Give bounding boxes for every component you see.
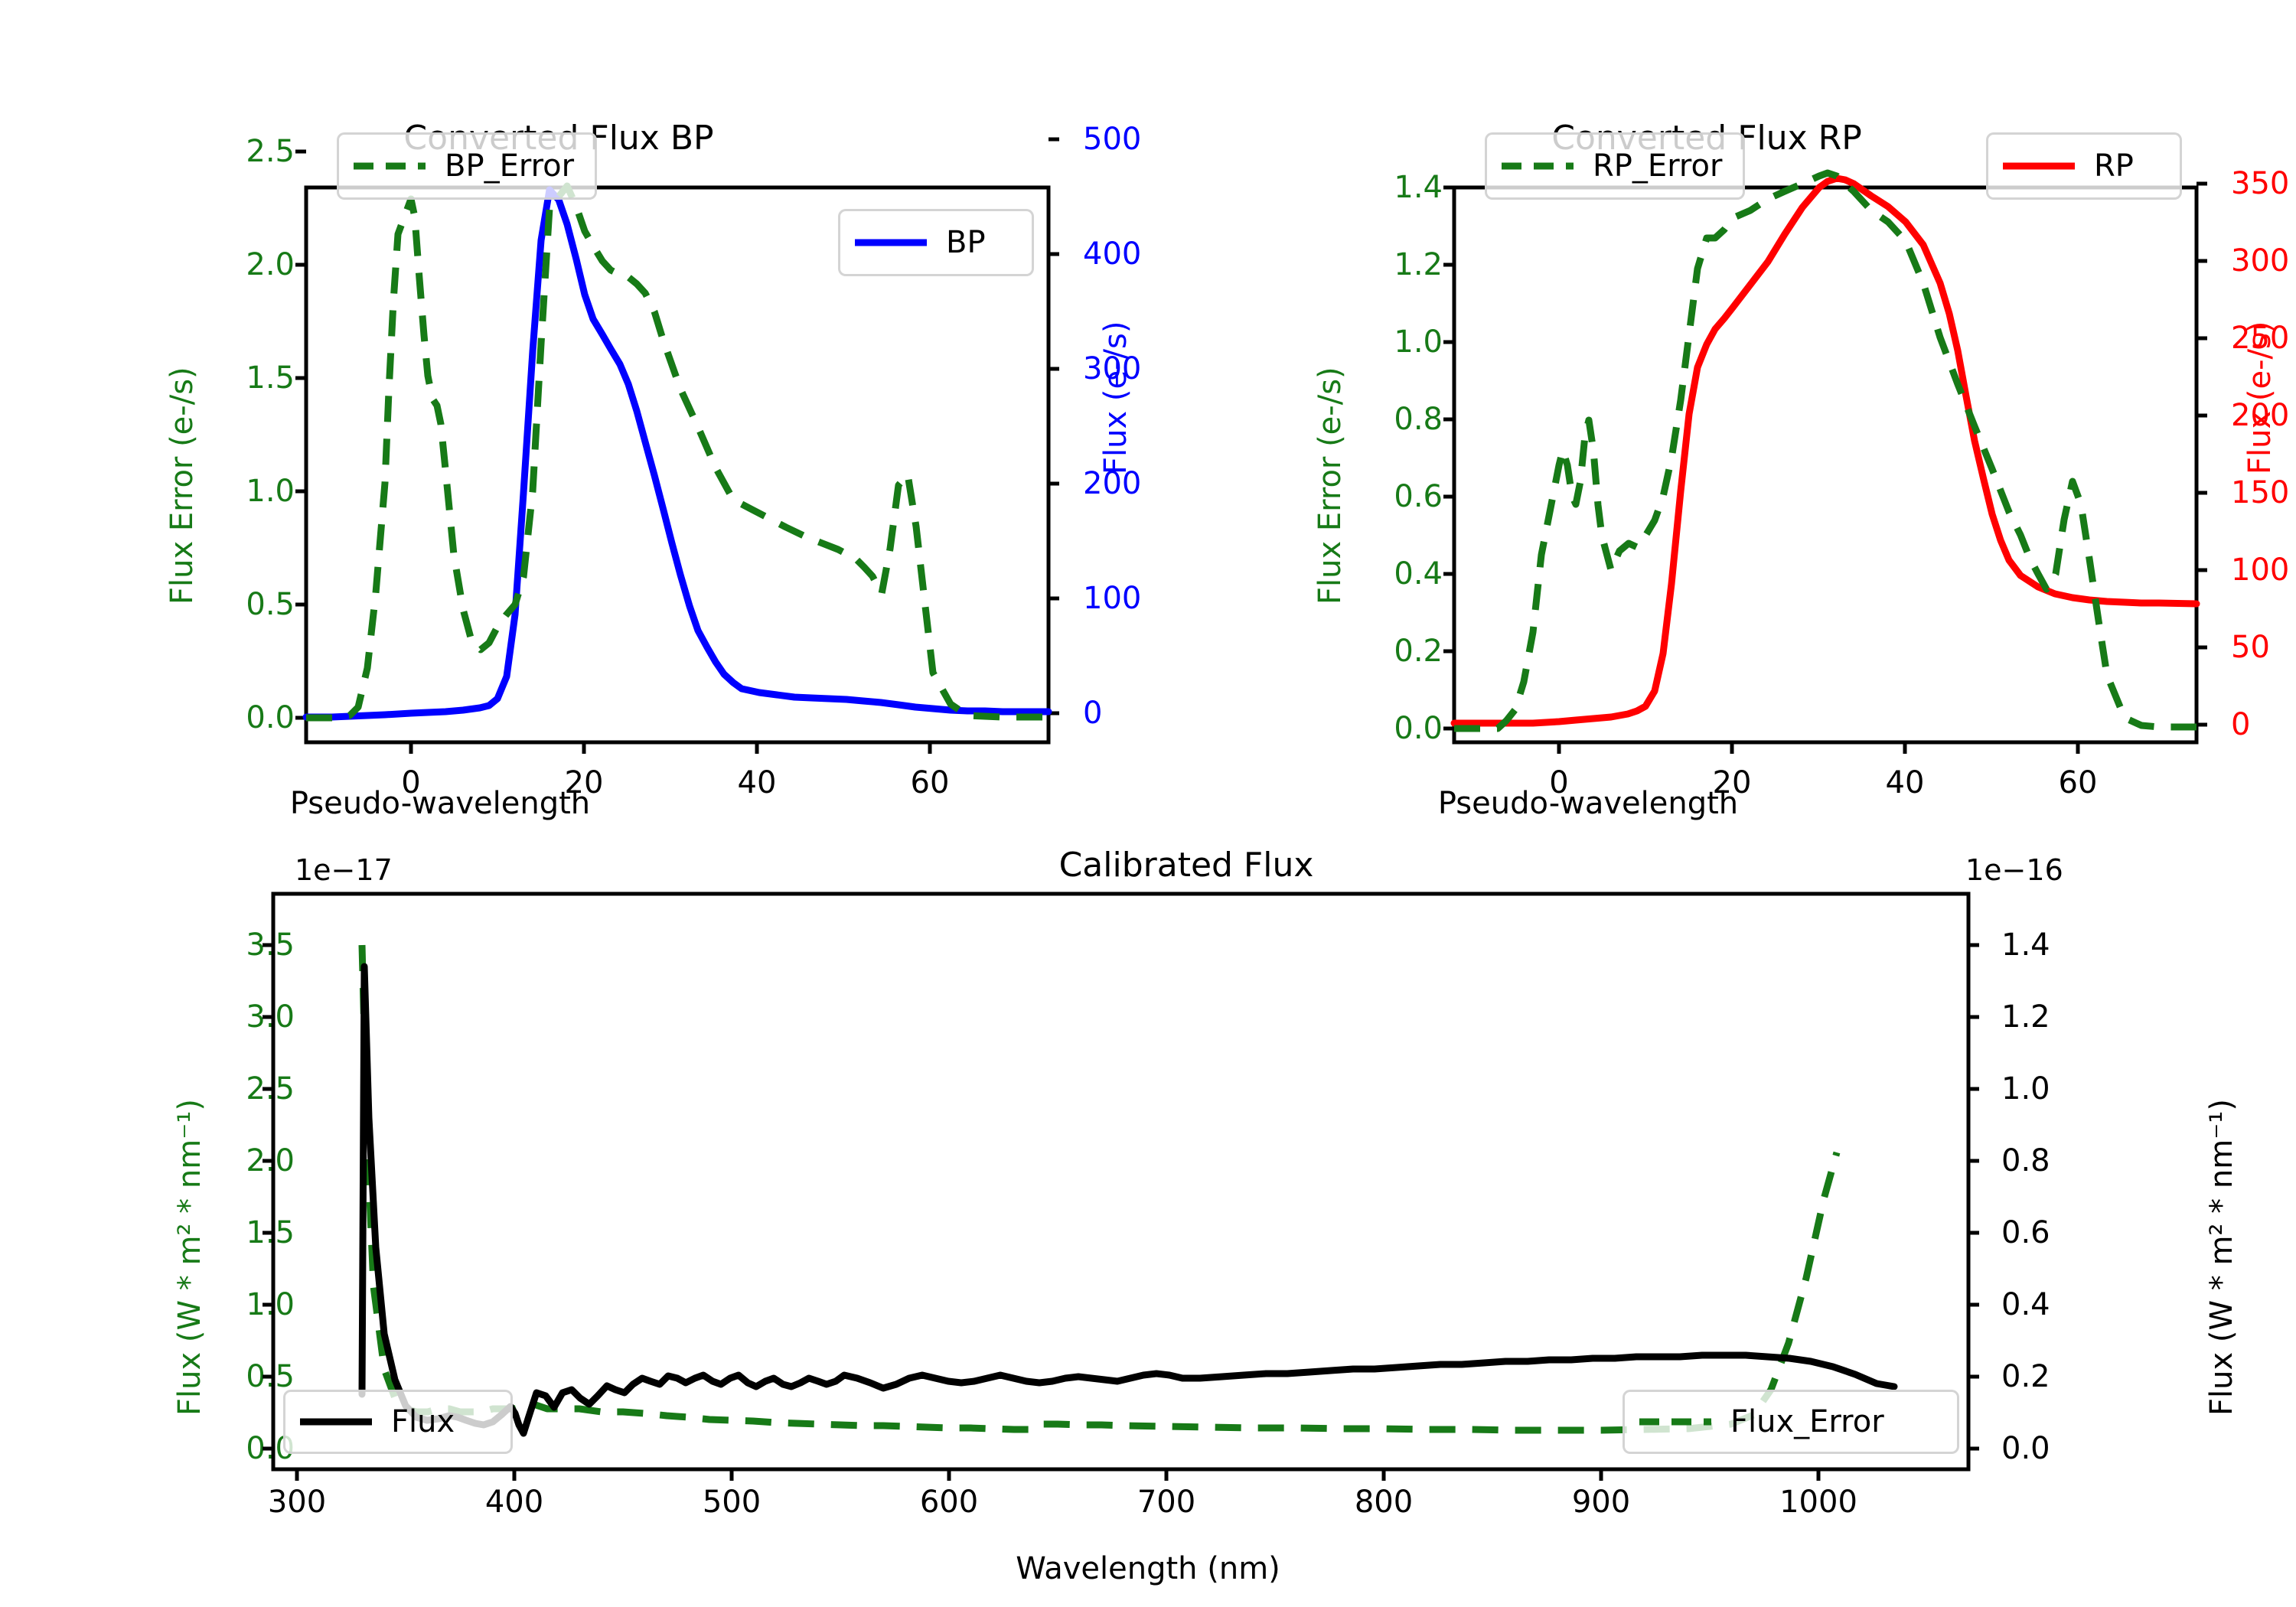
rp-ytick-left-2: 0.4: [1394, 556, 1443, 592]
cal-ytick-right-3: 0.6: [2001, 1215, 2050, 1250]
rp-legend-swatch: [2003, 162, 2075, 170]
rp-ytick-right-6: 300: [2231, 243, 2290, 279]
bp-error-legend[interactable]: BP_Error: [337, 132, 597, 200]
bp-ytick-left-5: 2.5: [246, 134, 295, 169]
bp-xtick-2: 40: [737, 765, 777, 800]
cal-xtick-7: 1000: [1779, 1485, 1857, 1520]
rp-ytick-left-1: 0.2: [1394, 634, 1443, 669]
cal-ytick-right-2: 0.4: [2001, 1287, 2050, 1322]
bp-legend[interactable]: BP: [838, 209, 1034, 276]
cal-ytick-right-0: 0.0: [2001, 1431, 2050, 1466]
bp-ytick-right-4: 400: [1083, 236, 1142, 272]
bp-ytick-right-1: 100: [1083, 581, 1142, 616]
rp-error-curve: [1454, 169, 2197, 732]
cal-ytick-right-7: 1.4: [2001, 927, 2050, 963]
cal-xtick-5: 800: [1354, 1485, 1414, 1520]
cal-right-offset-text: 1e−16: [1965, 853, 2063, 887]
rp-error-legend-swatch: [1502, 162, 1574, 170]
bp-ytick-left-3: 1.5: [246, 360, 295, 396]
bp-ytick-left-1: 0.5: [246, 587, 295, 622]
cal-ytick-right-1: 0.2: [2001, 1359, 2050, 1394]
bp-xtick-1: 20: [564, 765, 604, 800]
bp-ytick-left-0: 0.0: [246, 700, 295, 735]
bp-ytick-left-2: 1.0: [246, 474, 295, 509]
bp-x-axis-label: Pseudo-wavelength: [289, 786, 591, 821]
cal-xtick-0: 300: [267, 1485, 327, 1520]
rp-ytick-right-4: 200: [2231, 398, 2290, 433]
cal-xtick-6: 900: [1571, 1485, 1631, 1520]
rp-legend[interactable]: RP: [1986, 132, 2182, 200]
bp-ytick-right-0: 0: [1083, 696, 1103, 731]
bp-ytick-right-5: 500: [1083, 122, 1142, 157]
bp-legend-label: BP: [946, 225, 986, 260]
rp-xtick-3: 60: [2058, 765, 2098, 800]
cal-flux-legend-swatch: [300, 1418, 372, 1426]
panel-converted-flux-rp: Converted Flux RP Flux Error (e-/s) Flux…: [1148, 0, 2296, 821]
panel-calibrated-flux: Calibrated Flux 1e−17 1e−16 Flux (W * m²…: [0, 811, 2296, 1607]
bp-error-legend-label: BP_Error: [445, 148, 575, 184]
cal-flux-curve: [358, 963, 1898, 1437]
cal-flux-error-legend-swatch: [1639, 1418, 1711, 1426]
cal-ytick-right-6: 1.2: [2001, 999, 2050, 1035]
cal-flux-error-legend[interactable]: Flux_Error: [1623, 1390, 1959, 1454]
bp-xtick-3: 60: [910, 765, 950, 800]
bp-error-curve: [306, 182, 1049, 722]
panel-converted-flux-bp: Converted Flux BP Flux Error (e-/s) Flux…: [0, 0, 1148, 821]
cal-flux-error-legend-label: Flux_Error: [1730, 1404, 1884, 1439]
rp-plot-svg: [1443, 169, 2207, 754]
rp-ytick-right-0: 0: [2231, 707, 2251, 742]
cal-ytick-right-5: 1.0: [2001, 1071, 2050, 1107]
rp-xtick-2: 40: [1885, 765, 1925, 800]
rp-ytick-left-6: 1.2: [1394, 247, 1443, 282]
cal-panel-title: Calibrated Flux: [1058, 846, 1314, 885]
cal-xtick-1: 400: [484, 1485, 544, 1520]
rp-ytick-right-5: 250: [2231, 321, 2290, 356]
cal-ytick-right-4: 0.8: [2001, 1143, 2050, 1178]
bp-plot-svg: [295, 137, 1059, 754]
rp-error-legend[interactable]: RP_Error: [1485, 132, 1745, 200]
cal-xtick-3: 600: [919, 1485, 979, 1520]
rp-legend-label: RP: [2094, 148, 2134, 184]
rp-ytick-right-1: 50: [2231, 630, 2270, 665]
rp-ytick-right-3: 150: [2231, 475, 2290, 510]
rp-ytick-right-2: 100: [2231, 553, 2290, 588]
rp-ytick-right-7: 350: [2231, 166, 2290, 201]
bp-ytick-left-4: 2.0: [246, 247, 295, 282]
rp-flux-curve: [1450, 174, 2200, 727]
bp-error-legend-swatch: [354, 162, 426, 170]
cal-x-axis-label: Wavelength (nm): [1016, 1551, 1280, 1586]
bp-ytick-right-2: 200: [1083, 466, 1142, 501]
rp-xtick-1: 20: [1712, 765, 1752, 800]
rp-error-legend-label: RP_Error: [1593, 148, 1723, 184]
bp-flux-curve: [302, 186, 1052, 721]
rp-ytick-left-3: 0.6: [1394, 479, 1443, 514]
rp-ytick-left-5: 1.0: [1394, 324, 1443, 360]
rp-xtick-0: 0: [1549, 765, 1569, 800]
cal-xtick-2: 500: [702, 1485, 762, 1520]
rp-ytick-left-0: 0.0: [1394, 711, 1443, 746]
cal-flux-legend[interactable]: Flux: [283, 1390, 513, 1454]
cal-left-offset-text: 1e−17: [295, 853, 393, 887]
rp-ytick-left-7: 1.4: [1394, 170, 1443, 205]
rp-ytick-left-4: 0.8: [1394, 402, 1443, 437]
bp-xtick-0: 0: [401, 765, 421, 800]
rp-x-axis-label: Pseudo-wavelength: [1437, 786, 1739, 821]
cal-flux-legend-label: Flux: [391, 1404, 455, 1439]
cal-plot-svg: [263, 892, 1979, 1481]
bp-legend-swatch: [855, 239, 927, 246]
cal-xtick-4: 700: [1137, 1485, 1196, 1520]
bp-ytick-right-3: 300: [1083, 351, 1142, 386]
